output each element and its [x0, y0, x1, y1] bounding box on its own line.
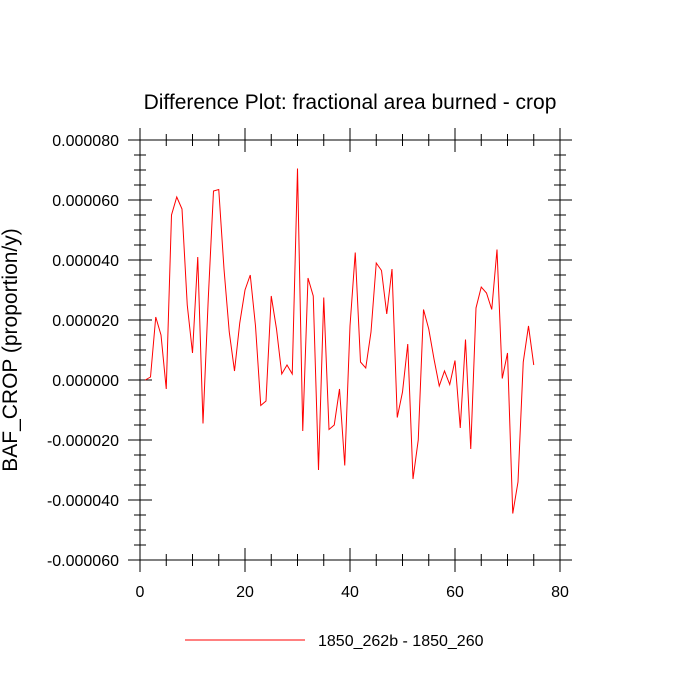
x-tick-label: 20 — [236, 584, 254, 601]
x-tick-label: 40 — [341, 584, 359, 601]
y-tick-label: -0.000040 — [47, 493, 119, 510]
x-tick-label: 0 — [136, 584, 145, 601]
y-tick-label: 0.000060 — [52, 193, 119, 210]
y-tick-label: 0.000080 — [52, 133, 119, 150]
x-tick-label: 80 — [551, 584, 569, 601]
y-tick-label: 0.000020 — [52, 313, 119, 330]
y-tick-label: 0.000040 — [52, 253, 119, 270]
series-line-0 — [145, 168, 535, 514]
x-tick-label: 60 — [446, 584, 464, 601]
plot-frame — [139, 139, 561, 561]
y-tick-label: 0.000000 — [52, 373, 119, 390]
axis-tick-labels: 0 20 40 60 80 -0.000060 -0.000040 -0.000020 0.00… — [47, 133, 569, 601]
y-tick-label: -0.000020 — [47, 433, 119, 450]
y-axis-label: BAF_CROP (proportion/y) — [0, 228, 22, 472]
legend-label: 1850_262b - 1850_260 — [318, 633, 484, 650]
legend: 1850_262b - 1850_260 — [185, 633, 484, 650]
chart-title: Difference Plot: fractional area burned … — [144, 91, 557, 114]
series-layer — [145, 168, 535, 514]
y-tick-label: -0.000060 — [47, 553, 119, 570]
axis-ticks — [128, 128, 572, 572]
